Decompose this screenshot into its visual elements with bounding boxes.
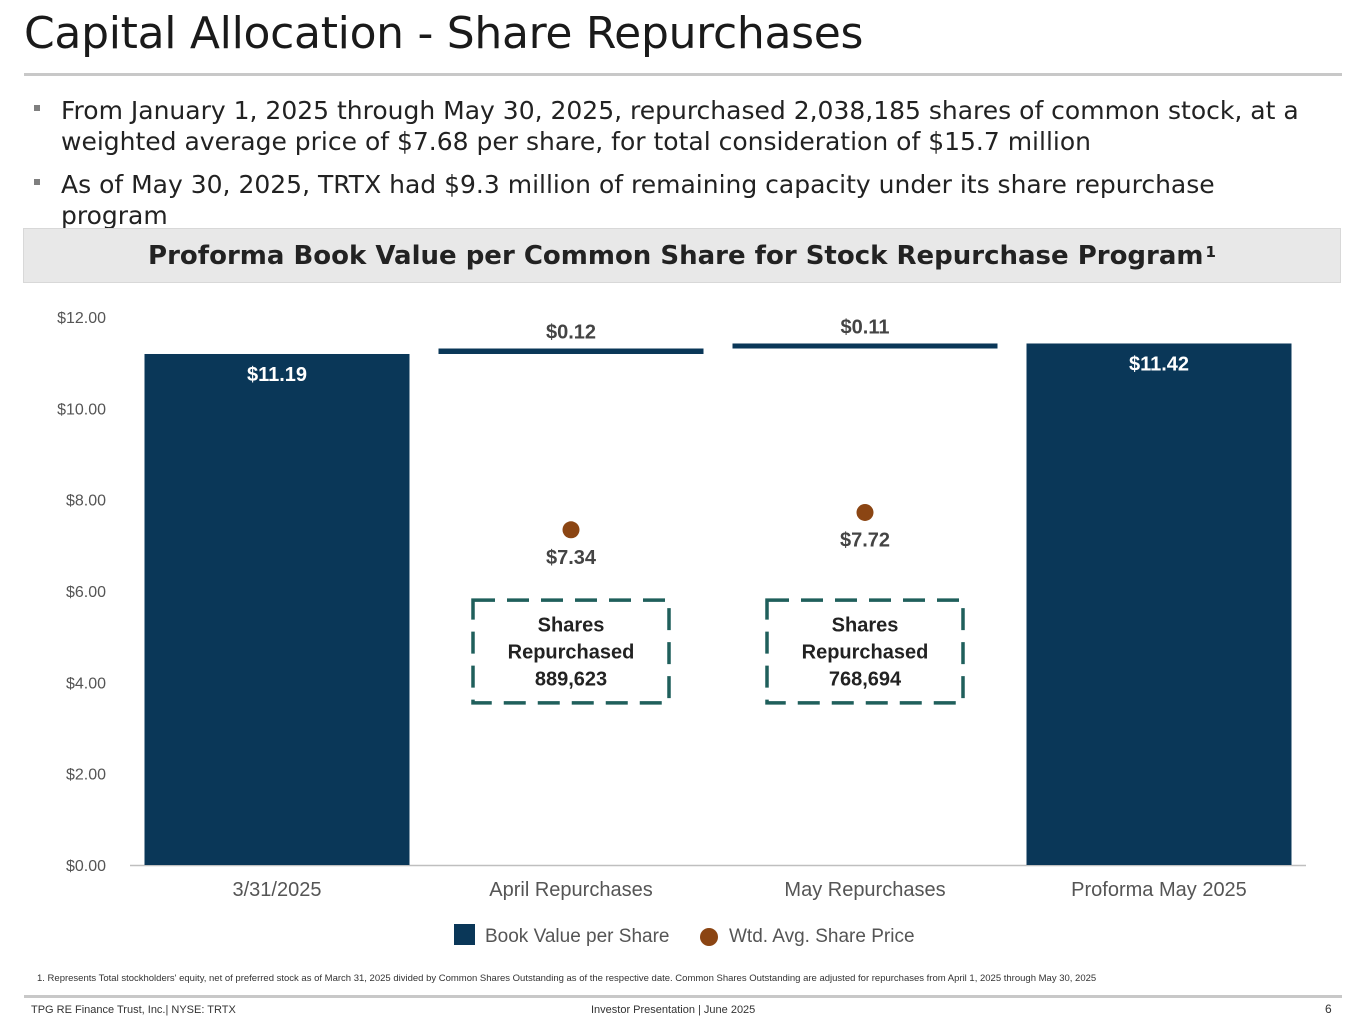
bar-data-label: $11.42 — [1129, 353, 1189, 375]
legend-swatch-dot — [700, 928, 718, 946]
chart-title: Proforma Book Value per Common Share for… — [148, 240, 1204, 271]
y-tick-label: $10.00 — [57, 401, 106, 418]
shares-repurchased-text: 768,694 — [829, 669, 902, 691]
x-tick-label: April Repurchases — [489, 879, 652, 901]
footer-presentation: Investor Presentation | June 2025 — [591, 1004, 756, 1016]
share-price-point — [562, 521, 580, 539]
x-tick-label: 3/31/2025 — [233, 879, 322, 901]
bar — [438, 348, 704, 354]
legend-label: Wtd. Avg. Share Price — [729, 926, 915, 947]
shares-repurchased-text: Shares — [538, 615, 605, 637]
legend-label: Book Value per Share — [485, 926, 670, 947]
page-title: Capital Allocation - Share Repurchases — [24, 8, 864, 59]
shares-repurchased-box — [471, 598, 671, 705]
y-tick-label: $4.00 — [66, 675, 106, 692]
footer-divider — [24, 995, 1342, 998]
page-number: 6 — [1325, 1002, 1332, 1016]
y-tick-label: $8.00 — [66, 493, 106, 510]
footnote-ref: 1 — [1205, 242, 1216, 261]
bar — [144, 353, 410, 865]
bullet-list: From January 1, 2025 through May 30, 202… — [34, 95, 1324, 243]
x-tick-label: Proforma May 2025 — [1071, 879, 1247, 901]
bar — [732, 343, 998, 349]
y-tick-label: $6.00 — [66, 584, 106, 601]
shares-repurchased-text: Repurchased — [802, 642, 929, 664]
footer-company: TPG RE Finance Trust, Inc.| NYSE: TRTX — [31, 1004, 236, 1016]
bullet-item: As of May 30, 2025, TRTX had $9.3 millio… — [34, 169, 1324, 231]
x-tick-label: May Repurchases — [784, 879, 945, 901]
shares-repurchased-text: 889,623 — [535, 669, 607, 691]
bar — [1026, 343, 1292, 865]
share-price-label: $7.34 — [546, 547, 597, 569]
bullet-marker-icon — [34, 105, 40, 111]
bar-data-label: $11.19 — [247, 364, 307, 386]
footnote: 1. Represents Total stockholders' equity… — [37, 973, 1097, 984]
bar-data-label: $0.12 — [546, 322, 596, 344]
bar-data-label: $0.11 — [841, 316, 890, 338]
shares-repurchased-text: Shares — [832, 615, 899, 637]
share-price-point — [856, 503, 874, 521]
bullet-text: From January 1, 2025 through May 30, 202… — [61, 96, 1299, 156]
legend-swatch-bar — [454, 924, 475, 945]
shares-repurchased-box — [765, 598, 965, 705]
bullet-text: As of May 30, 2025, TRTX had $9.3 millio… — [61, 170, 1215, 230]
shares-repurchased-text: Repurchased — [508, 642, 635, 664]
bullet-item: From January 1, 2025 through May 30, 202… — [34, 95, 1324, 157]
chart-header: Proforma Book Value per Common Share for… — [23, 228, 1341, 283]
y-tick-label: $0.00 — [66, 858, 106, 875]
bullet-marker-icon — [34, 179, 40, 185]
y-tick-label: $12.00 — [57, 310, 106, 327]
y-tick-label: $2.00 — [66, 767, 106, 784]
share-price-label: $7.72 — [840, 529, 890, 551]
title-divider — [24, 73, 1342, 76]
